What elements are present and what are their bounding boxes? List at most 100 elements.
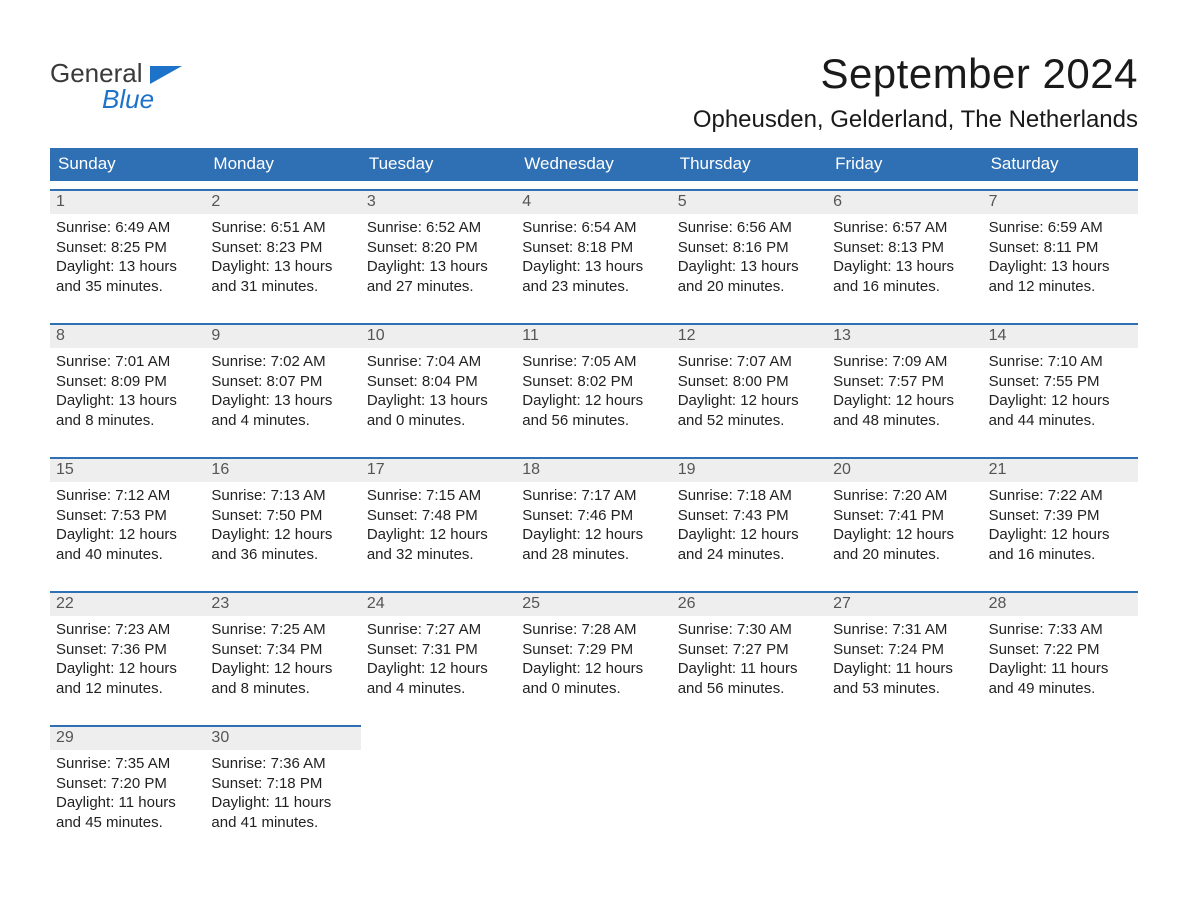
- sunset-line: Sunset: 7:57 PM: [833, 372, 976, 392]
- calendar-day-cell: 9Sunrise: 7:02 AMSunset: 8:07 PMDaylight…: [205, 323, 360, 449]
- daylight-line-1: Daylight: 13 hours: [522, 257, 665, 277]
- day-details: Sunrise: 7:25 AMSunset: 7:34 PMDaylight:…: [205, 616, 360, 698]
- day-number: 25: [516, 591, 671, 616]
- sunset-line: Sunset: 8:09 PM: [56, 372, 199, 392]
- daylight-line-2: and 8 minutes.: [56, 411, 199, 431]
- sunrise-line: Sunrise: 7:22 AM: [989, 486, 1132, 506]
- day-details: Sunrise: 7:05 AMSunset: 8:02 PMDaylight:…: [516, 348, 671, 430]
- daylight-line-2: and 41 minutes.: [211, 813, 354, 833]
- daylight-line-1: Daylight: 12 hours: [678, 391, 821, 411]
- day-details: Sunrise: 7:33 AMSunset: 7:22 PMDaylight:…: [983, 616, 1138, 698]
- day-number: 17: [361, 457, 516, 482]
- day-details: Sunrise: 7:13 AMSunset: 7:50 PMDaylight:…: [205, 482, 360, 564]
- calendar-day-cell: 29Sunrise: 7:35 AMSunset: 7:20 PMDayligh…: [50, 725, 205, 851]
- daylight-line-1: Daylight: 11 hours: [989, 659, 1132, 679]
- sunset-line: Sunset: 8:20 PM: [367, 238, 510, 258]
- day-number: 10: [361, 323, 516, 348]
- sunset-line: Sunset: 7:20 PM: [56, 774, 199, 794]
- sunset-line: Sunset: 8:25 PM: [56, 238, 199, 258]
- day-number: 3: [361, 189, 516, 214]
- calendar-day-cell: 12Sunrise: 7:07 AMSunset: 8:00 PMDayligh…: [672, 323, 827, 449]
- daylight-line-1: Daylight: 13 hours: [833, 257, 976, 277]
- sunrise-line: Sunrise: 7:20 AM: [833, 486, 976, 506]
- day-number: 30: [205, 725, 360, 750]
- day-details: Sunrise: 6:59 AMSunset: 8:11 PMDaylight:…: [983, 214, 1138, 296]
- calendar-day-cell: 28Sunrise: 7:33 AMSunset: 7:22 PMDayligh…: [983, 591, 1138, 717]
- day-number: 14: [983, 323, 1138, 348]
- sunset-line: Sunset: 7:34 PM: [211, 640, 354, 660]
- sunrise-line: Sunrise: 7:12 AM: [56, 486, 199, 506]
- sunset-line: Sunset: 7:22 PM: [989, 640, 1132, 660]
- daylight-line-2: and 20 minutes.: [833, 545, 976, 565]
- daylight-line-2: and 0 minutes.: [367, 411, 510, 431]
- calendar-day-cell: 13Sunrise: 7:09 AMSunset: 7:57 PMDayligh…: [827, 323, 982, 449]
- day-number: 20: [827, 457, 982, 482]
- day-number: 23: [205, 591, 360, 616]
- day-number: 19: [672, 457, 827, 482]
- sunrise-line: Sunrise: 7:01 AM: [56, 352, 199, 372]
- daylight-line-2: and 16 minutes.: [989, 545, 1132, 565]
- calendar-day-cell: 25Sunrise: 7:28 AMSunset: 7:29 PMDayligh…: [516, 591, 671, 717]
- sunrise-line: Sunrise: 7:04 AM: [367, 352, 510, 372]
- day-number: 13: [827, 323, 982, 348]
- day-number: 4: [516, 189, 671, 214]
- sunset-line: Sunset: 7:46 PM: [522, 506, 665, 526]
- day-details: Sunrise: 7:10 AMSunset: 7:55 PMDaylight:…: [983, 348, 1138, 430]
- daylight-line-1: Daylight: 13 hours: [211, 257, 354, 277]
- day-number: 28: [983, 591, 1138, 616]
- daylight-line-1: Daylight: 13 hours: [367, 391, 510, 411]
- daylight-line-1: Daylight: 12 hours: [367, 659, 510, 679]
- month-title: September 2024: [693, 50, 1138, 98]
- daylight-line-2: and 32 minutes.: [367, 545, 510, 565]
- calendar-day-cell: 18Sunrise: 7:17 AMSunset: 7:46 PMDayligh…: [516, 457, 671, 583]
- day-number: 11: [516, 323, 671, 348]
- weekday-tuesday: Tuesday: [361, 148, 516, 181]
- calendar-day-cell: 30Sunrise: 7:36 AMSunset: 7:18 PMDayligh…: [205, 725, 360, 851]
- sunset-line: Sunset: 8:07 PM: [211, 372, 354, 392]
- daylight-line-1: Daylight: 12 hours: [989, 391, 1132, 411]
- sunset-line: Sunset: 7:41 PM: [833, 506, 976, 526]
- daylight-line-1: Daylight: 13 hours: [56, 257, 199, 277]
- weekday-friday: Friday: [827, 148, 982, 181]
- calendar-day-cell: 3Sunrise: 6:52 AMSunset: 8:20 PMDaylight…: [361, 189, 516, 315]
- calendar-day-cell: 6Sunrise: 6:57 AMSunset: 8:13 PMDaylight…: [827, 189, 982, 315]
- day-details: Sunrise: 7:15 AMSunset: 7:48 PMDaylight:…: [361, 482, 516, 564]
- day-details: Sunrise: 7:18 AMSunset: 7:43 PMDaylight:…: [672, 482, 827, 564]
- sunrise-line: Sunrise: 6:52 AM: [367, 218, 510, 238]
- calendar-day-cell: [672, 725, 827, 851]
- weekday-header-row: Sunday Monday Tuesday Wednesday Thursday…: [50, 148, 1138, 181]
- sunset-line: Sunset: 8:23 PM: [211, 238, 354, 258]
- day-number: 7: [983, 189, 1138, 214]
- day-details: Sunrise: 6:57 AMSunset: 8:13 PMDaylight:…: [827, 214, 982, 296]
- day-details: Sunrise: 7:27 AMSunset: 7:31 PMDaylight:…: [361, 616, 516, 698]
- sunrise-line: Sunrise: 6:56 AM: [678, 218, 821, 238]
- sunset-line: Sunset: 7:31 PM: [367, 640, 510, 660]
- calendar-day-cell: 11Sunrise: 7:05 AMSunset: 8:02 PMDayligh…: [516, 323, 671, 449]
- calendar-day-cell: 16Sunrise: 7:13 AMSunset: 7:50 PMDayligh…: [205, 457, 360, 583]
- sunset-line: Sunset: 8:04 PM: [367, 372, 510, 392]
- daylight-line-1: Daylight: 12 hours: [678, 525, 821, 545]
- sunset-line: Sunset: 7:39 PM: [989, 506, 1132, 526]
- daylight-line-2: and 36 minutes.: [211, 545, 354, 565]
- logo-triangle-icon: [150, 66, 182, 84]
- daylight-line-2: and 27 minutes.: [367, 277, 510, 297]
- calendar-week-row: 22Sunrise: 7:23 AMSunset: 7:36 PMDayligh…: [50, 591, 1138, 717]
- daylight-line-2: and 4 minutes.: [367, 679, 510, 699]
- calendar-day-cell: [516, 725, 671, 851]
- daylight-line-1: Daylight: 12 hours: [522, 391, 665, 411]
- daylight-line-2: and 23 minutes.: [522, 277, 665, 297]
- day-number: 6: [827, 189, 982, 214]
- day-details: Sunrise: 7:01 AMSunset: 8:09 PMDaylight:…: [50, 348, 205, 430]
- sunrise-line: Sunrise: 6:54 AM: [522, 218, 665, 238]
- calendar-day-cell: 19Sunrise: 7:18 AMSunset: 7:43 PMDayligh…: [672, 457, 827, 583]
- daylight-line-1: Daylight: 12 hours: [211, 659, 354, 679]
- day-number: 22: [50, 591, 205, 616]
- sunset-line: Sunset: 7:36 PM: [56, 640, 199, 660]
- sunset-line: Sunset: 8:11 PM: [989, 238, 1132, 258]
- day-number: 2: [205, 189, 360, 214]
- day-details: Sunrise: 7:22 AMSunset: 7:39 PMDaylight:…: [983, 482, 1138, 564]
- calendar-week-row: 15Sunrise: 7:12 AMSunset: 7:53 PMDayligh…: [50, 457, 1138, 583]
- sunset-line: Sunset: 7:55 PM: [989, 372, 1132, 392]
- daylight-line-1: Daylight: 11 hours: [56, 793, 199, 813]
- calendar-week-row: 29Sunrise: 7:35 AMSunset: 7:20 PMDayligh…: [50, 725, 1138, 851]
